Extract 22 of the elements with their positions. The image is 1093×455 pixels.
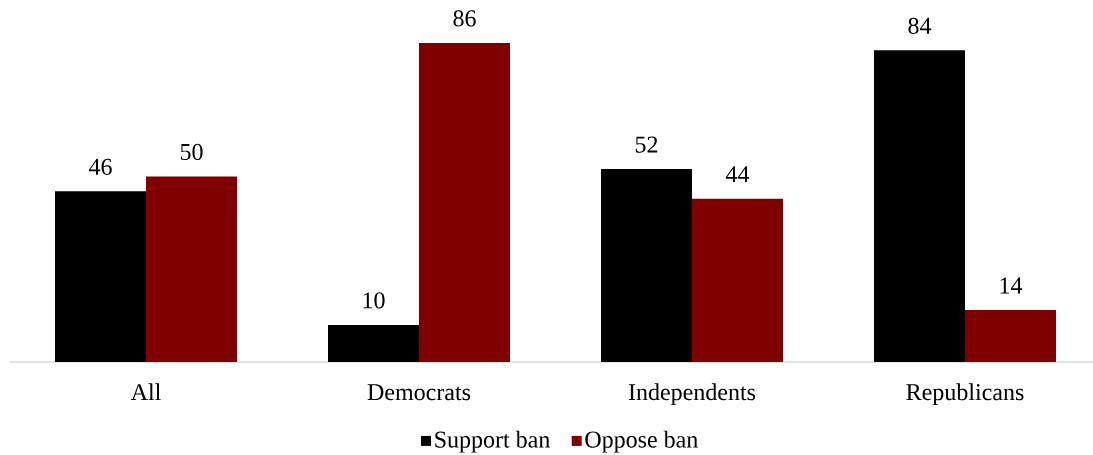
data-label: 10 xyxy=(363,292,385,309)
x-tick-label: Republicans xyxy=(906,383,1024,406)
x-tick-label: Democrats xyxy=(367,384,471,401)
data-label: 14 xyxy=(1000,277,1023,294)
data-label: 86 xyxy=(453,10,476,27)
bar xyxy=(965,310,1056,362)
bar xyxy=(874,50,965,362)
bar xyxy=(146,176,237,362)
data-label: 84 xyxy=(908,17,932,34)
data-label: 50 xyxy=(180,143,203,161)
bar xyxy=(692,198,783,362)
legend-label: Oppose ban xyxy=(585,430,698,453)
data-label: 44 xyxy=(725,166,750,183)
legend-label: Support ban xyxy=(435,430,550,453)
x-tick-label: All xyxy=(130,383,161,400)
bar xyxy=(419,42,510,362)
bar xyxy=(55,191,146,362)
bar xyxy=(601,169,692,362)
data-label: 46 xyxy=(88,158,112,175)
x-tick-label: Independents xyxy=(628,383,756,406)
bar xyxy=(328,324,419,362)
data-label: 52 xyxy=(635,136,658,153)
